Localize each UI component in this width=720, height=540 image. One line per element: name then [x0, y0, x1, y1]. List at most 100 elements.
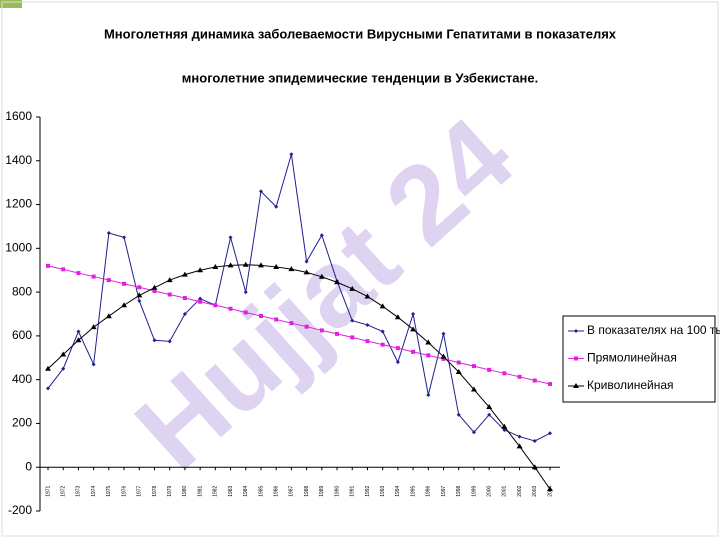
x-tick-label: 2002 — [517, 485, 523, 496]
data-point — [319, 233, 324, 238]
legend-label: Криволинейная — [587, 378, 674, 392]
x-tick-label: 1982 — [213, 485, 219, 496]
data-point — [182, 312, 187, 316]
data-point — [243, 310, 248, 315]
data-point — [487, 412, 492, 417]
data-point — [181, 271, 188, 277]
data-point — [531, 464, 538, 470]
legend-label: Прямолинейная — [587, 351, 677, 365]
data-point — [304, 259, 309, 264]
data-point — [471, 364, 476, 369]
data-point — [213, 303, 218, 308]
y-tick-label: -200 — [8, 503, 32, 517]
x-tick-label: 1985 — [258, 485, 264, 496]
x-tick-label: 1995 — [410, 485, 416, 496]
data-point — [242, 261, 249, 267]
x-tick-label: 1991 — [350, 485, 356, 496]
data-point — [426, 353, 431, 358]
y-tick-label: 0 — [25, 459, 32, 473]
data-point — [137, 298, 142, 303]
data-point — [105, 313, 112, 319]
data-point — [243, 290, 248, 295]
data-point — [228, 306, 233, 311]
x-tick-label: 1998 — [456, 485, 462, 496]
data-point — [166, 277, 173, 283]
y-tick-label: 600 — [12, 328, 32, 342]
x-tick-label: 1983 — [228, 485, 234, 496]
data-point — [532, 438, 537, 443]
data-point — [411, 349, 416, 354]
data-point — [152, 338, 157, 343]
y-tick-label: 800 — [12, 284, 32, 298]
data-point — [121, 302, 128, 308]
x-tick-label: 1974 — [91, 485, 97, 496]
data-point — [547, 486, 553, 492]
data-point — [350, 335, 355, 340]
data-point — [350, 318, 355, 323]
series-line — [47, 265, 551, 385]
data-point — [335, 331, 340, 336]
data-point — [90, 324, 97, 330]
data-point — [198, 296, 203, 301]
data-point — [364, 293, 371, 299]
x-tick-label: 1997 — [441, 485, 447, 496]
data-point — [455, 369, 462, 375]
data-point — [304, 324, 309, 329]
watermark: Hujjat 24 — [113, 95, 536, 493]
data-point — [517, 374, 522, 379]
data-point — [471, 430, 476, 435]
data-point — [548, 382, 552, 387]
chart-subtitle: многолетние эпидемические тенденции в Уз… — [182, 70, 538, 85]
series-line — [47, 154, 551, 442]
data-point — [289, 152, 294, 157]
data-point — [274, 204, 279, 209]
x-tick-label: 2001 — [502, 485, 508, 496]
x-tick-label: 1972 — [61, 485, 67, 496]
x-tick-label: 1979 — [167, 485, 173, 496]
data-point — [548, 431, 552, 436]
x-tick-label: 2003 — [532, 485, 538, 496]
data-point — [152, 289, 157, 294]
data-point — [91, 362, 96, 367]
data-point — [349, 285, 356, 291]
data-point — [198, 299, 203, 304]
x-tick-label: 1999 — [471, 485, 477, 496]
legend — [562, 315, 716, 403]
data-point — [380, 342, 385, 347]
data-point — [319, 328, 324, 333]
y-tick-label: 200 — [12, 416, 32, 430]
data-point — [122, 235, 127, 240]
data-point — [440, 353, 447, 359]
data-point — [122, 281, 127, 286]
data-point — [137, 285, 142, 290]
data-point — [365, 322, 370, 327]
data-point — [258, 313, 263, 318]
data-point — [395, 360, 400, 365]
legend-marker — [574, 356, 578, 361]
corner-accent — [0, 0, 22, 8]
data-point — [274, 317, 279, 322]
legend-marker — [573, 383, 579, 388]
data-point — [151, 284, 158, 290]
data-point — [182, 296, 187, 301]
x-tick-label: 1993 — [380, 485, 386, 496]
data-point — [106, 278, 111, 283]
data-point — [456, 360, 461, 365]
data-point — [379, 303, 386, 309]
data-point — [532, 378, 537, 383]
data-point — [60, 351, 67, 357]
data-point — [61, 267, 66, 272]
x-tick-label: 1975 — [106, 485, 112, 496]
y-tick-label: 1000 — [5, 241, 32, 255]
x-tick-label: 1989 — [319, 485, 325, 496]
data-point — [303, 269, 310, 275]
y-tick-label: 1200 — [5, 197, 32, 211]
data-point — [61, 366, 66, 371]
legend-marker — [574, 329, 578, 333]
data-point — [516, 443, 523, 449]
x-tick-label: 1981 — [197, 485, 203, 496]
x-tick-label: 1996 — [426, 485, 432, 496]
data-point — [212, 263, 219, 269]
